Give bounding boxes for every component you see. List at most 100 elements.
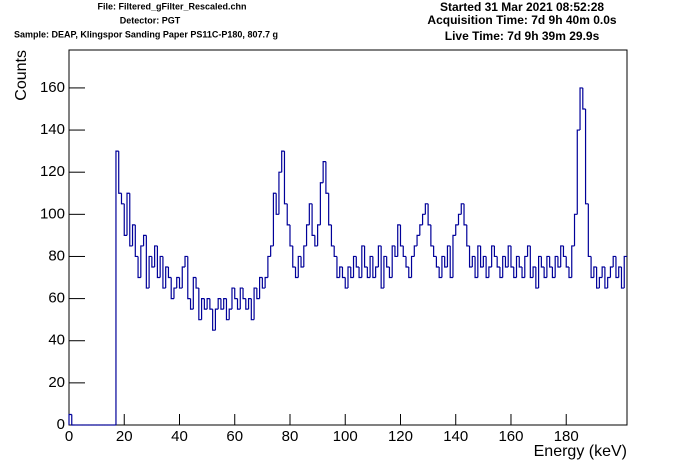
histogram-bin: [546, 255, 550, 278]
histogram-bin: [584, 108, 589, 205]
histogram-bin: [259, 276, 263, 299]
x-tick-label: 160: [498, 428, 523, 445]
histogram-bin: [474, 256, 478, 279]
histogram-bin: [515, 255, 520, 278]
histogram-bin: [596, 266, 600, 289]
histogram-bin: [195, 277, 199, 289]
histogram-bin: [499, 266, 503, 279]
histogram-bin: [502, 255, 506, 278]
histogram-bin: [344, 277, 348, 289]
histogram-bin: [220, 298, 224, 310]
histogram-bin: [383, 255, 387, 289]
histogram-bin: [184, 255, 188, 267]
histogram-bin: [297, 255, 302, 278]
histogram-bin: [303, 245, 307, 267]
histogram-bin: [557, 256, 561, 268]
histogram-bin: [538, 255, 542, 289]
histogram-bin: [245, 298, 249, 310]
histogram-bin: [375, 266, 379, 278]
histogram-bin: [192, 276, 197, 310]
y-tick-label: 80: [48, 247, 65, 264]
x-tick-label: 40: [171, 428, 188, 445]
plot-frame: [68, 49, 628, 426]
histogram-bin: [491, 245, 495, 267]
histogram-bin: [587, 203, 592, 258]
histogram-bin: [267, 255, 271, 278]
histogram-bin: [178, 277, 183, 289]
histogram-bin: [308, 203, 313, 225]
histogram-bin: [551, 266, 556, 279]
histogram-bin: [513, 266, 517, 279]
histogram-bin: [380, 245, 384, 289]
histogram-bin: [314, 235, 318, 247]
histogram-bin: [289, 224, 293, 247]
histogram-bin: [463, 203, 467, 226]
histogram-bin: [399, 224, 404, 247]
histogram-bin: [118, 151, 122, 194]
histogram-bin: [433, 245, 437, 258]
histogram-bin: [457, 213, 462, 225]
histogram-bin: [424, 203, 429, 215]
histogram-bin: [275, 193, 279, 215]
annotation: Detector: PGT: [120, 15, 181, 25]
x-tick-label: 80: [282, 428, 299, 445]
x-tick-label: 120: [388, 428, 413, 445]
histogram-bin: [460, 203, 465, 215]
histogram-bin: [568, 266, 572, 279]
histogram-bin: [427, 203, 431, 226]
histogram-bin: [170, 277, 174, 300]
histogram-bin: [430, 224, 434, 247]
histogram-bin: [225, 298, 230, 321]
histogram-bin: [526, 245, 531, 257]
histogram-bin: [134, 224, 139, 258]
histogram-bin: [311, 203, 315, 236]
y-tick-label: 120: [40, 163, 65, 180]
histogram-bin: [609, 266, 614, 278]
histogram-bin: [438, 266, 442, 279]
histogram-bin: [540, 256, 545, 268]
histogram-bin: [214, 308, 219, 331]
histogram-bin: [336, 256, 340, 279]
histogram-bin: [405, 256, 409, 268]
histogram-bin: [148, 255, 152, 289]
histogram-bin: [419, 224, 423, 236]
histogram-bin: [410, 255, 415, 278]
histogram-bin: [167, 266, 172, 279]
histogram-bin: [120, 193, 125, 205]
histogram-bin: [278, 171, 282, 215]
annotation: Sample: DEAP, Klingspor Sanding Paper PS…: [14, 29, 278, 39]
histogram-bin: [363, 245, 368, 268]
histogram-bin: [137, 256, 141, 279]
histogram-bin: [394, 245, 398, 258]
histogram-bin: [416, 234, 420, 246]
histogram-bin: [176, 276, 180, 289]
histogram-bin: [604, 266, 608, 289]
histogram-bin: [377, 245, 382, 267]
y-tick-label: 20: [48, 374, 65, 391]
histogram-bin: [446, 245, 451, 267]
histogram-bin: [151, 256, 155, 268]
histogram-bin: [607, 276, 611, 289]
histogram-bin: [355, 256, 360, 268]
x-tick-label: 20: [116, 428, 133, 445]
histogram-bin: [272, 192, 277, 246]
histogram-bin: [264, 276, 268, 289]
histogram-bin: [441, 255, 445, 278]
histogram-bin: [386, 256, 390, 268]
histogram-bin: [593, 266, 597, 278]
histogram-bin: [203, 298, 208, 310]
histogram-bin: [292, 245, 296, 268]
histogram-bin: [231, 287, 235, 310]
x-tick-label: 0: [65, 428, 73, 445]
histogram-bin: [68, 413, 72, 425]
histogram-bin: [156, 245, 161, 279]
histogram-bin: [565, 256, 569, 268]
histogram-bin: [620, 266, 625, 289]
histogram-bin: [200, 297, 205, 320]
histogram-bin: [347, 266, 351, 289]
histogram-bin: [488, 266, 492, 278]
histogram-bin: [372, 256, 376, 279]
histogram-bin: [397, 224, 401, 257]
histogram-bin: [319, 182, 324, 225]
histogram-bin: [234, 288, 238, 300]
